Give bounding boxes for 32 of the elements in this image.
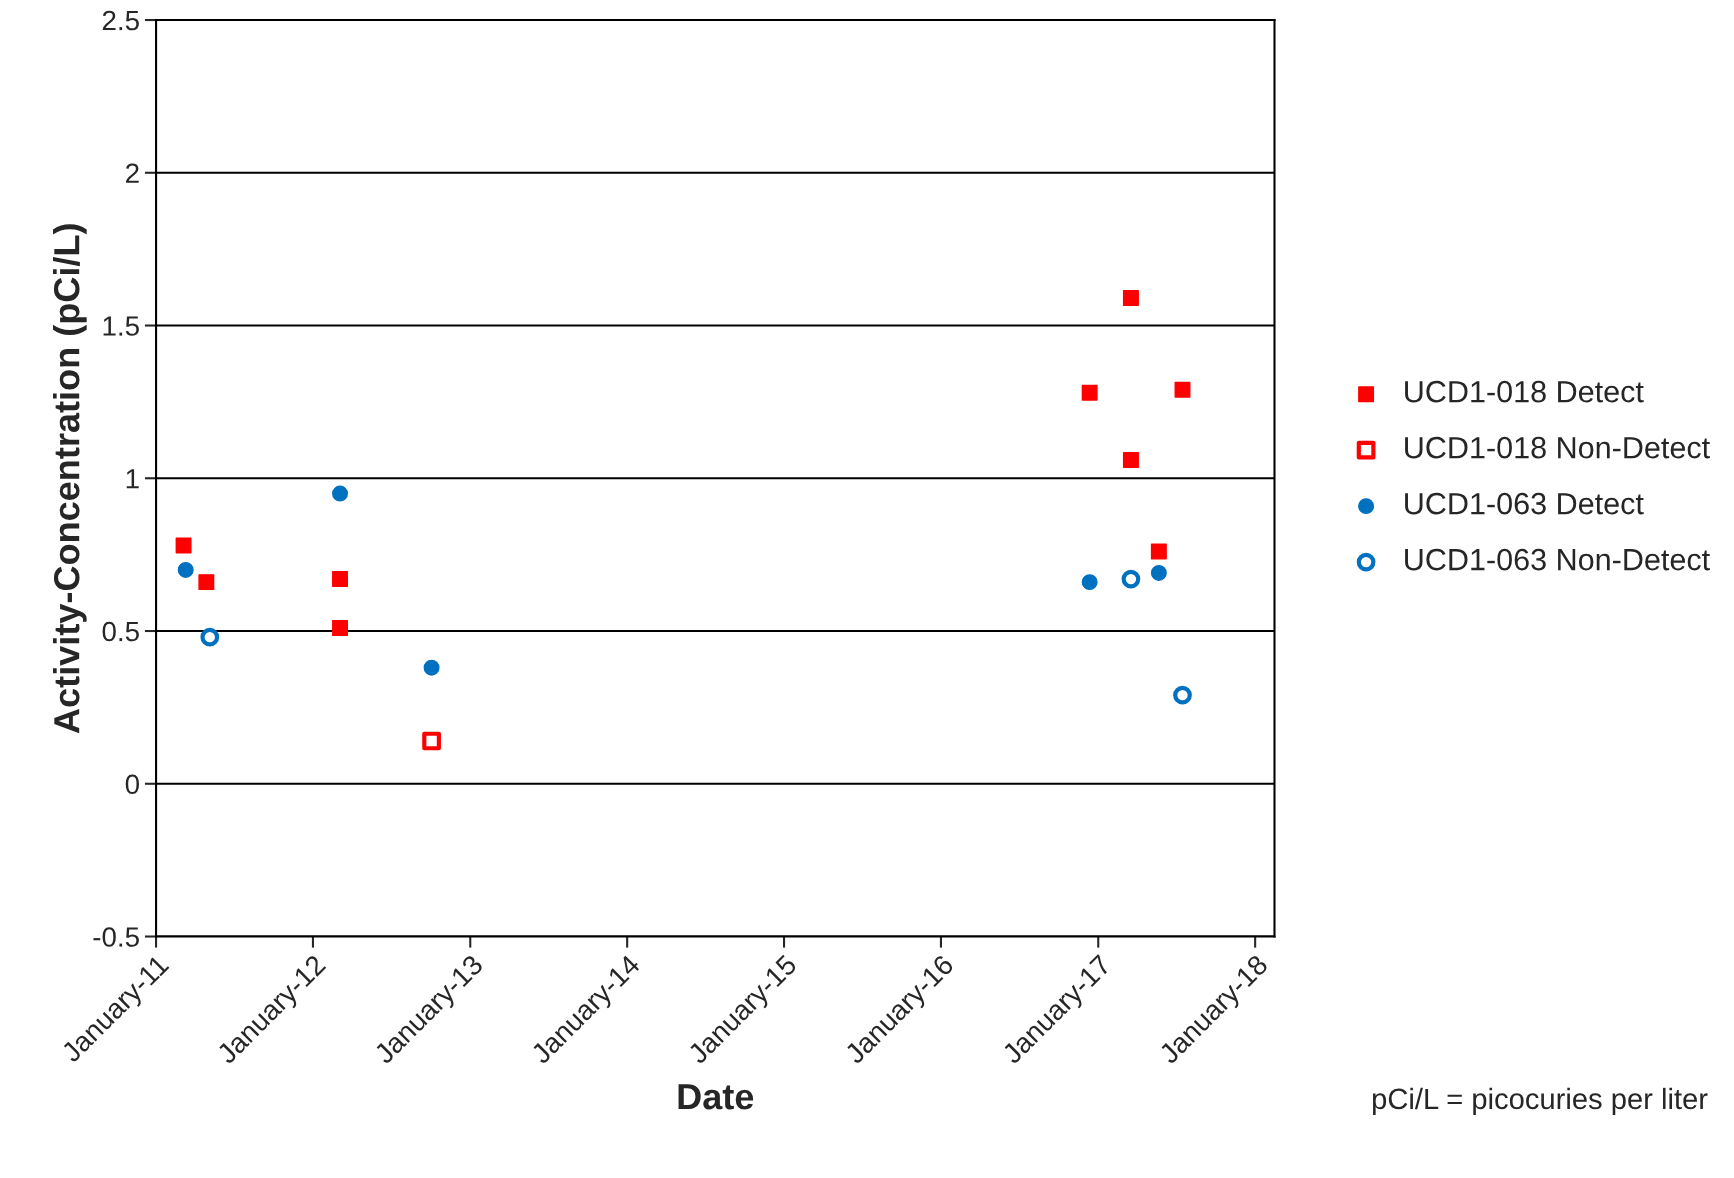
- point: [1173, 685, 1192, 705]
- legend-label: UCD1-018 Detect: [1405, 380, 1644, 403]
- y-axis-title: Activity-Concentration (pCi/L): [53, 224, 87, 734]
- point: [1174, 381, 1191, 398]
- point: [423, 659, 440, 676]
- legend-label: UCD1-063 Non-Detect: [1405, 548, 1710, 571]
- legend-label: UCD1-018 Non-Detect: [1405, 436, 1710, 459]
- y-tick-label: 1: [126, 469, 139, 489]
- y-tick-label: -0.5: [93, 927, 139, 947]
- point: [332, 485, 349, 502]
- point: [1150, 543, 1167, 560]
- point: [1121, 569, 1141, 589]
- point: [177, 561, 194, 578]
- legend-label: UCD1-063 Detect: [1405, 492, 1644, 515]
- point: [1122, 290, 1139, 307]
- y-tick-label: 0.5: [102, 621, 139, 642]
- point: [198, 574, 215, 591]
- y-tick-label: 2.5: [102, 10, 139, 31]
- y-tick-label: 0: [125, 774, 139, 795]
- point: [1081, 384, 1098, 401]
- point: [332, 619, 349, 636]
- x-axis-title: Date: [678, 1084, 754, 1110]
- text: pCi/L = picocuries per liter: [1372, 1087, 1708, 1116]
- point: [422, 731, 441, 751]
- y-tick-label: 2: [126, 163, 139, 183]
- point: [1081, 574, 1098, 591]
- point: [200, 627, 220, 647]
- point: [1150, 564, 1167, 581]
- point: [175, 537, 192, 554]
- y-tick-label: 1.5: [103, 316, 139, 336]
- point: [1122, 451, 1139, 468]
- point: [332, 571, 349, 588]
